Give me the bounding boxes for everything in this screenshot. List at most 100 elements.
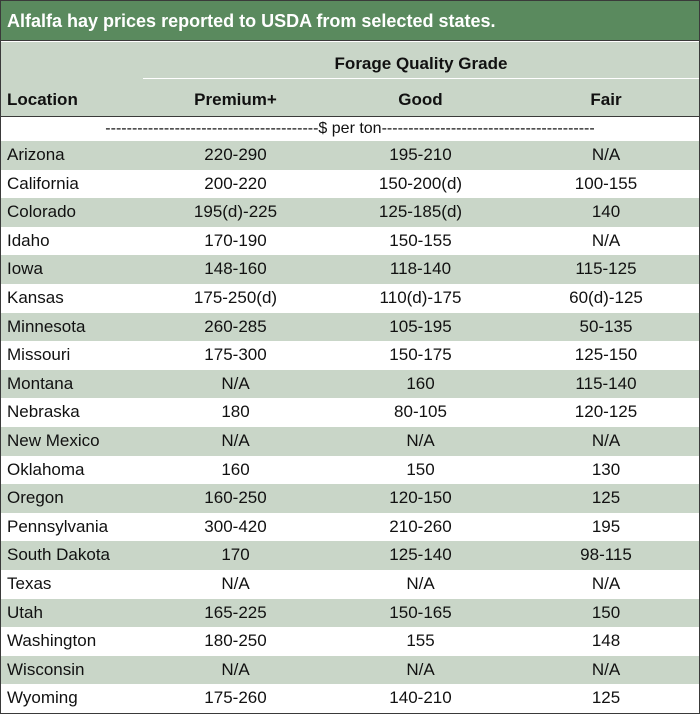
cell-location: California <box>7 173 79 193</box>
cell-premium: N/A <box>221 373 250 393</box>
cell-good: 120-150 <box>389 488 452 508</box>
column-header-good: Good <box>398 90 443 109</box>
cell-location: Idaho <box>7 230 50 250</box>
cell-fair: 115-125 <box>575 259 637 279</box>
cell-fair: N/A <box>591 430 621 450</box>
cell-premium: N/A <box>221 573 250 593</box>
cell-location: Arizona <box>7 145 65 164</box>
cell-premium: 200-220 <box>204 173 267 193</box>
table-row: Missouri 175-300 150-175 125-150 <box>1 341 699 370</box>
table-row: Texas N/A N/A N/A <box>1 569 699 599</box>
table-row: Pennsylvania 300-420 210-260 195 <box>1 512 699 542</box>
cell-fair: 195 <box>591 516 621 536</box>
cell-fair: 125 <box>591 688 621 708</box>
table-row: New Mexico N/A N/A N/A <box>1 426 699 456</box>
cell-premium: 148-160 <box>204 259 267 279</box>
cell-location: Washington <box>7 631 97 651</box>
table-row: Oregon 160-250 120-150 125 <box>1 484 699 513</box>
unit-row: ----------------------------------------… <box>1 117 699 141</box>
cell-good: 105-195 <box>389 316 452 336</box>
cell-good: N/A <box>406 430 435 450</box>
column-header-premium: Premium+ <box>194 90 277 109</box>
cell-location: Wisconsin <box>7 659 85 679</box>
table-row: South Dakota 170 125-140 98-115 <box>1 541 699 570</box>
cell-location: Texas <box>7 573 52 593</box>
column-header-location: Location <box>7 90 78 109</box>
table-row: Nebraska 180 80-105 120-125 <box>1 398 699 427</box>
cell-good: 150-175 <box>389 345 452 365</box>
cell-fair: 125-150 <box>574 345 638 365</box>
cell-fair: 60(d)-125 <box>569 287 643 307</box>
table-row: Washington 180-250 155 148 <box>1 627 699 656</box>
cell-good: 160 <box>406 373 435 393</box>
cell-premium: 300-420 <box>204 516 267 536</box>
table-row: Wyoming 175-260 140-210 125 <box>1 684 699 713</box>
cell-fair: N/A <box>591 230 621 250</box>
cell-good: 140-210 <box>389 688 452 708</box>
cell-good: 150-165 <box>389 602 452 622</box>
cell-premium: 170-190 <box>204 230 267 250</box>
cell-premium: 180-250 <box>204 631 267 651</box>
header-divider <box>1 116 699 117</box>
cell-premium: 160-250 <box>204 488 267 508</box>
cell-fair: 120-125 <box>574 402 638 422</box>
cell-good: 195-210 <box>389 145 452 164</box>
cell-location: Iowa <box>7 259 43 279</box>
cell-location: Kansas <box>7 287 64 307</box>
cell-location: Colorado <box>7 202 76 222</box>
cell-fair: 140 <box>591 202 621 222</box>
cell-good: 210-260 <box>389 516 452 536</box>
cell-premium: 175-260 <box>204 688 267 708</box>
cell-fair: 130 <box>591 459 621 479</box>
cell-fair: N/A <box>591 659 621 679</box>
cell-good: N/A <box>406 659 435 679</box>
cell-premium: 160 <box>221 459 250 479</box>
cell-location: South Dakota <box>7 545 111 565</box>
cell-location: New Mexico <box>7 430 100 450</box>
cell-premium: N/A <box>221 659 250 679</box>
table-row: Idaho 170-190 150-155 N/A <box>1 226 699 256</box>
table-row: Oklahoma 160 150 130 <box>1 455 699 485</box>
cell-location: Montana <box>7 373 74 393</box>
cell-location: Pennsylvania <box>7 516 109 536</box>
cell-premium: 220-290 <box>204 145 267 164</box>
cell-premium: 260-285 <box>204 316 267 336</box>
cell-good: 118-140 <box>389 259 452 279</box>
table-body: Arizona 220-290 195-210 N/A California 200-22… <box>1 141 699 713</box>
cell-premium: 175-300 <box>204 345 267 365</box>
cell-fair: N/A <box>591 145 621 164</box>
cell-good: 125-185(d) <box>378 202 463 222</box>
cell-good: 155 <box>406 631 435 651</box>
cell-good: 110(d)-175 <box>379 287 462 307</box>
cell-location: Nebraska <box>7 402 80 422</box>
cell-good: N/A <box>406 573 435 593</box>
cell-good: 150-200(d) <box>378 173 463 193</box>
cell-premium: 175-250(d) <box>193 287 278 307</box>
cell-fair: 115-140 <box>575 373 637 393</box>
cell-premium: N/A <box>221 430 250 450</box>
cell-fair: 98-115 <box>580 545 632 565</box>
cell-location: Oregon <box>7 488 64 508</box>
cell-fair: 150 <box>591 602 621 622</box>
cell-location: Missouri <box>7 345 71 365</box>
table-row: Minnesota 260-285 105-195 50-135 <box>1 312 699 342</box>
cell-location: Wyoming <box>7 688 78 708</box>
cell-fair: N/A <box>591 573 621 593</box>
table-row: Utah 165-225 150-165 150 <box>1 598 699 628</box>
table-row: Wisconsin N/A N/A N/A <box>1 655 699 685</box>
table-header: Forage Quality Grade Location Premium+ G… <box>1 42 699 117</box>
table-row: Iowa 148-160 118-140 115-125 <box>1 255 699 284</box>
table-row: Kansas 175-250(d) 110(d)-175 60(d)-125 <box>1 283 699 313</box>
cell-location: Minnesota <box>7 316 86 336</box>
table-row: Colorado 195(d)-225 125-185(d) 140 <box>1 198 699 227</box>
cell-good: 80-105 <box>394 402 447 422</box>
cell-premium: 195(d)-225 <box>193 202 278 222</box>
cell-premium: 165-225 <box>204 602 267 622</box>
cell-fair: 100-155 <box>574 173 638 193</box>
table-row: California 200-220 150-200(d) 100-155 <box>1 169 699 199</box>
cell-good: 150 <box>406 459 435 479</box>
table-title: Alfalfa hay prices reported to USDA from… <box>1 1 699 41</box>
column-header-fair: Fair <box>590 90 622 109</box>
group-label-forage-quality: Forage Quality Grade <box>143 50 699 79</box>
